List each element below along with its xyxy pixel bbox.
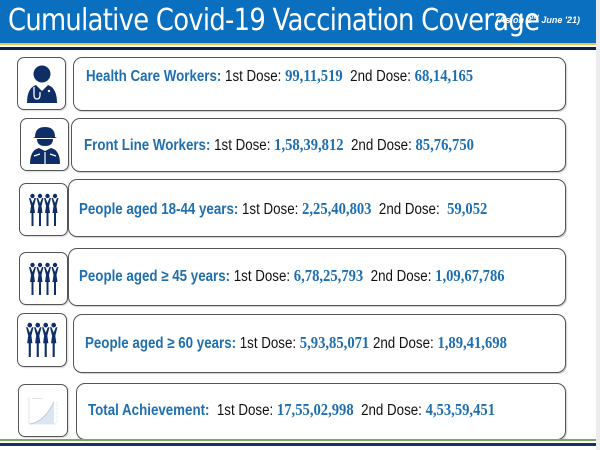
category-label: Front Line Workers: xyxy=(84,137,211,154)
footer-accent-line xyxy=(0,439,596,441)
second-dose-label: 2nd Dose: xyxy=(378,201,440,218)
second-dose-value: 1,89,41,698 xyxy=(437,333,507,352)
category-label: People aged ≥ 45 years: xyxy=(79,268,231,285)
category-label: People aged ≥ 60 years: xyxy=(85,335,237,352)
second-dose-value: 85,76,750 xyxy=(415,135,474,154)
soldier-icon xyxy=(28,125,62,165)
first-dose-label: 1st Dose: xyxy=(233,268,291,285)
row-icon-box xyxy=(17,57,66,110)
footer-divider xyxy=(0,443,596,446)
header-bar: Cumulative Covid-19 Vaccination Coverage… xyxy=(0,0,596,43)
first-dose-label: 1st Dose: xyxy=(214,137,271,154)
category-label: Total Achievement: xyxy=(88,402,210,419)
doctor-icon xyxy=(25,64,59,104)
second-dose-label: 2nd Dose: xyxy=(361,402,422,419)
first-dose-value: 17,55,02,998 xyxy=(276,400,354,419)
row-card-front-line-workers: Front Line Workers: 1st Dose: 1,58,39,81… xyxy=(71,118,566,172)
row-icon-box xyxy=(20,118,69,171)
row-icon-box xyxy=(17,313,67,367)
people-group-icon xyxy=(25,321,59,359)
row-icon-box xyxy=(19,252,68,305)
second-dose-value: 59,052 xyxy=(447,199,488,218)
header-divider xyxy=(0,47,596,50)
as-on-date: (As on 2nd June '21) xyxy=(495,15,580,25)
category-label: People aged 18-44 years: xyxy=(79,201,239,218)
people-group-icon xyxy=(28,193,60,227)
first-dose-value: 99,11,519 xyxy=(285,66,343,85)
row-content: People aged ≥ 45 years: 1st Dose: 6,78,2… xyxy=(79,266,505,286)
first-dose-value: 2,25,40,803 xyxy=(302,199,372,218)
row-content: People aged 18-44 years: 1st Dose: 2,25,… xyxy=(79,199,487,219)
first-dose-value: 5,93,85,071 xyxy=(299,333,370,352)
row-content: Total Achievement: 1st Dose: 17,55,02,99… xyxy=(88,400,495,420)
second-dose-label: 2nd Dose: xyxy=(350,68,411,85)
first-dose-label: 1st Dose: xyxy=(239,335,297,352)
row-content: Health Care Workers: 1st Dose: 99,11,519… xyxy=(86,66,473,86)
second-dose-value: 68,14,165 xyxy=(414,66,474,85)
chart-icon xyxy=(26,394,60,428)
row-card-aged-18-44: People aged 18-44 years: 1st Dose: 2,25,… xyxy=(68,179,566,237)
first-dose-label: 1st Dose: xyxy=(216,402,274,419)
row-content: People aged ≥ 60 years: 1st Dose: 5,93,8… xyxy=(85,333,507,353)
second-dose-label: 2nd Dose: xyxy=(372,335,434,352)
category-label: Health Care Workers: xyxy=(86,68,222,85)
row-card-total-achievement: Total Achievement: 1st Dose: 17,55,02,99… xyxy=(76,383,566,440)
first-dose-label: 1st Dose: xyxy=(242,201,299,218)
second-dose-value: 4,53,59,451 xyxy=(425,400,496,419)
first-dose-value: 1,58,39,812 xyxy=(274,135,344,154)
people-group-icon xyxy=(28,262,60,296)
page-title: Cumulative Covid-19 Vaccination Coverage xyxy=(8,3,540,38)
first-dose-value: 6,78,25,793 xyxy=(293,266,364,285)
row-icon-box xyxy=(18,384,68,437)
second-dose-label: 2nd Dose: xyxy=(370,268,432,285)
second-dose-label: 2nd Dose: xyxy=(351,137,412,154)
second-dose-value: 1,09,67,786 xyxy=(435,266,505,285)
row-card-health-care-workers: Health Care Workers: 1st Dose: 99,11,519… xyxy=(73,57,566,111)
row-content: Front Line Workers: 1st Dose: 1,58,39,81… xyxy=(84,135,474,155)
row-icon-box xyxy=(19,183,68,236)
header-accent-line xyxy=(0,43,596,45)
first-dose-label: 1st Dose: xyxy=(225,68,282,85)
row-card-aged-45-plus: People aged ≥ 45 years: 1st Dose: 6,78,2… xyxy=(68,248,566,306)
row-card-aged-60-plus: People aged ≥ 60 years: 1st Dose: 5,93,8… xyxy=(73,314,566,373)
